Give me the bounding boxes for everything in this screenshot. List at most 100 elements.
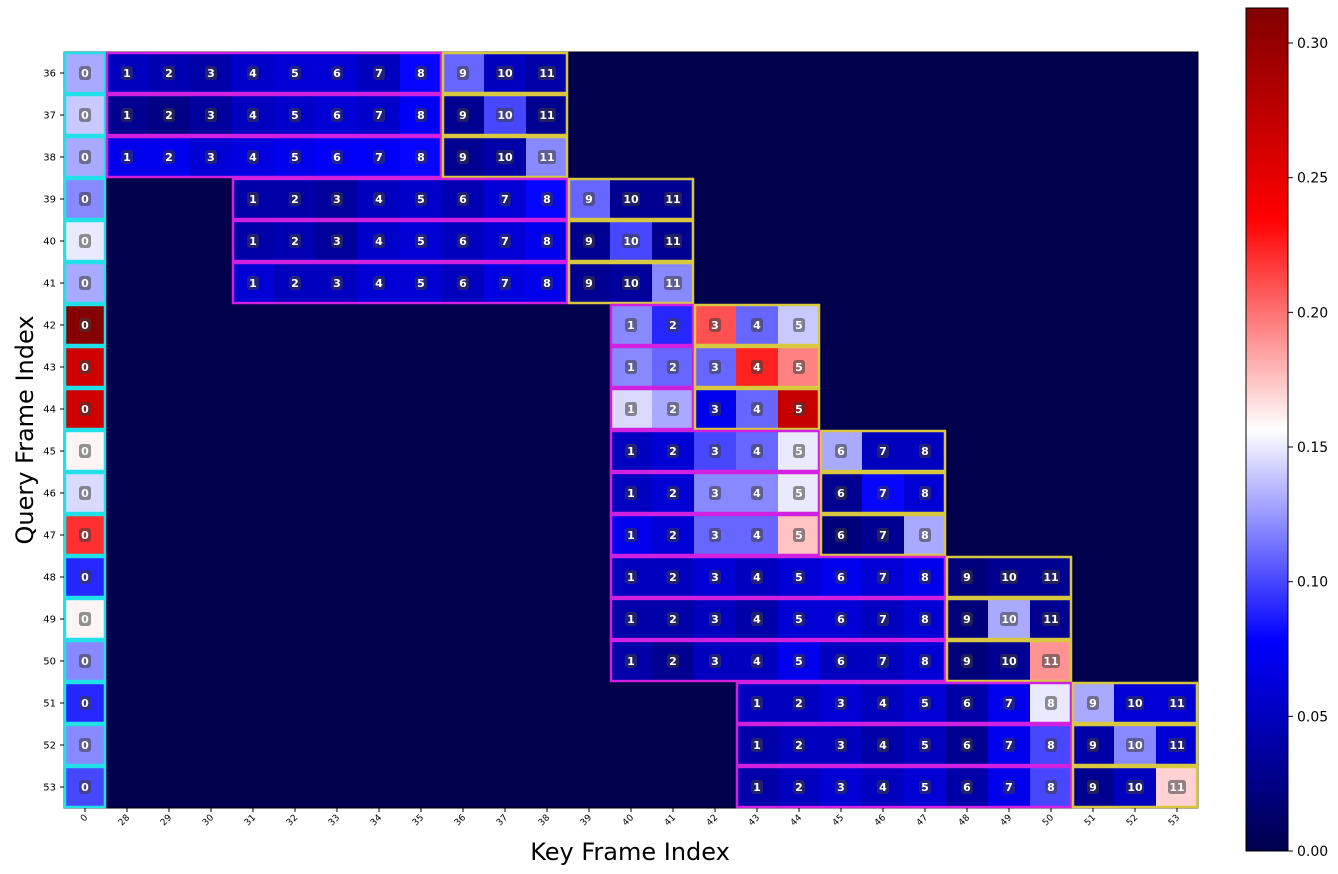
cell-label: 11 [539, 109, 554, 122]
group-box-yellow [819, 513, 947, 557]
cell-label: 5 [921, 697, 929, 710]
cell-label-badge [751, 654, 763, 668]
cell-label-badge [1126, 738, 1144, 752]
cell-label-badge [373, 108, 385, 122]
cell-label: 11 [539, 67, 554, 80]
cell-label: 0 [81, 739, 89, 752]
cell-label-badge [121, 150, 133, 164]
cell-label-badge [457, 276, 469, 290]
cell-label: 9 [459, 109, 467, 122]
cell-label: 7 [501, 235, 509, 248]
cell-label: 6 [963, 739, 971, 752]
cell-label: 6 [963, 697, 971, 710]
cell-label: 1 [627, 655, 635, 668]
cell-label: 1 [627, 445, 635, 458]
cell-label-badge [961, 612, 973, 626]
group-box-cyan [63, 471, 107, 515]
cell-label-badge [1003, 738, 1015, 752]
cell-label: 7 [375, 67, 383, 80]
cell-label: 0 [81, 571, 89, 584]
cell-label-badge [961, 654, 973, 668]
cell-label-badge [457, 234, 469, 248]
cell-label-badge [331, 150, 343, 164]
cell-label: 10 [623, 277, 639, 290]
cell-label: 2 [669, 361, 677, 374]
cell-label-badge [331, 234, 343, 248]
group-box-magenta [609, 555, 947, 599]
cell-label: 11 [665, 193, 680, 206]
cell-label: 0 [81, 361, 89, 374]
y-axis-label: Query Frame Index [11, 315, 39, 544]
cell-label: 8 [543, 235, 551, 248]
cell-label: 3 [837, 781, 845, 794]
x-tick-label: 37 [495, 813, 510, 828]
cell-label-badge [247, 234, 259, 248]
group-box-yellow [693, 303, 821, 347]
cell-label: 1 [627, 403, 635, 416]
group-box-cyan [63, 303, 107, 347]
cell-label: 9 [459, 151, 467, 164]
cell-label-badge [373, 66, 385, 80]
cell-label: 10 [1127, 781, 1143, 794]
group-box-magenta [609, 345, 695, 389]
cell-label: 6 [333, 67, 341, 80]
cell-label-badge [373, 192, 385, 206]
cell-label-badge [793, 780, 805, 794]
cell-label-badge [79, 108, 91, 122]
cell-label-badge [289, 276, 301, 290]
cell-label: 7 [375, 151, 383, 164]
y-tick-label: 43 [43, 363, 56, 374]
cell-label: 1 [627, 361, 635, 374]
x-tick-label: 38 [537, 813, 552, 828]
cell-label-badge [538, 66, 556, 80]
cell-label: 6 [459, 235, 467, 248]
cell-label-badge [163, 150, 175, 164]
cell-label: 3 [711, 403, 719, 416]
cell-label-badge [664, 234, 682, 248]
cell-label: 1 [249, 193, 257, 206]
cell-label-badge [835, 696, 847, 710]
y-axis-ticks: 36 37 38 39 40 41 42 43 44 45 46 47 48 49 50 51 52 53 [43, 69, 64, 794]
cell-label-badge [667, 318, 679, 332]
cell-label-badge [79, 780, 91, 794]
cell-label: 10 [497, 109, 513, 122]
cell-label-badge [751, 528, 763, 542]
cell-label-badge [709, 318, 721, 332]
cell-label-badge [877, 780, 889, 794]
group-box-yellow [567, 261, 695, 305]
cell-label-badge [1087, 780, 1099, 794]
colorbar-ticks: 0.00 0.05 0.10 0.15 0.20 0.25 0.30 [1288, 36, 1328, 860]
cell-label: 5 [795, 487, 803, 500]
cell-label-badge [205, 66, 217, 80]
cell-label: 8 [921, 571, 929, 584]
cell-label-badge [1126, 696, 1144, 710]
cell-label: 0 [81, 403, 89, 416]
cell-label-badge [331, 276, 343, 290]
cell-label-badge [247, 276, 259, 290]
cell-label: 1 [753, 781, 761, 794]
colorbar-tick-label: 0.30 [1297, 36, 1328, 52]
cell-label-badge [751, 570, 763, 584]
cell-label-badge [667, 444, 679, 458]
cell-label-badge [289, 150, 301, 164]
cell-label: 3 [711, 361, 719, 374]
cell-label-badge [1045, 738, 1057, 752]
cell-label: 11 [1169, 781, 1184, 794]
x-tick-label: 41 [663, 813, 678, 828]
cell-label: 2 [291, 277, 299, 290]
cell-label: 5 [795, 445, 803, 458]
cell-label-badge [247, 108, 259, 122]
cell-label-badge [709, 360, 721, 374]
cell-label-badge [289, 192, 301, 206]
group-boxes [63, 51, 1199, 809]
cell-label: 6 [333, 109, 341, 122]
cell-label: 6 [837, 445, 845, 458]
y-tick-label: 49 [43, 615, 56, 626]
cell-label-badge [79, 276, 91, 290]
cell-label: 1 [627, 613, 635, 626]
group-box-magenta [609, 471, 821, 515]
cell-label-badge [541, 192, 553, 206]
cell-label: 11 [665, 277, 680, 290]
x-tick-label: 50 [1041, 813, 1056, 828]
cell-label-badge [751, 780, 763, 794]
